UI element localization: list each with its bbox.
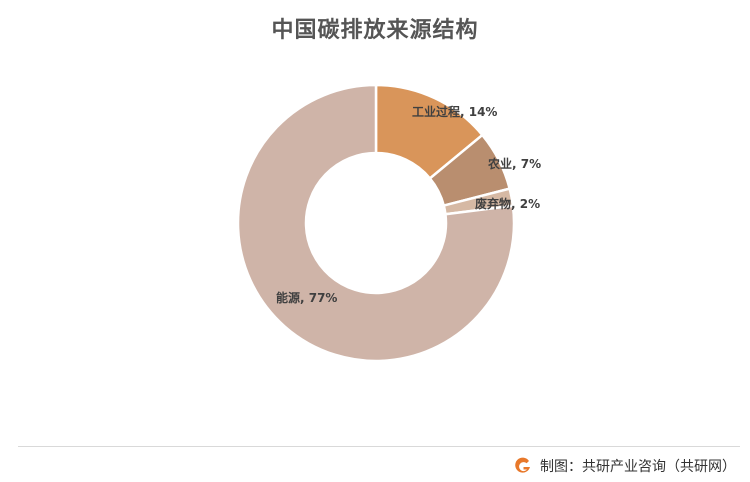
footer-divider	[18, 446, 740, 447]
slice-3	[236, 83, 516, 363]
chart-title: 中国碳排放来源结构	[271, 18, 479, 43]
slice-label-0: 工业过程, 14%	[412, 104, 497, 119]
slice-label-1: 农业, 7%	[487, 156, 541, 171]
slice-label-3: 能源, 77%	[276, 290, 337, 305]
g-logo-icon	[515, 457, 530, 473]
donut-chart: 工业过程, 14% 农业, 7% 废弃物, 2% 能源, 77%	[236, 83, 541, 363]
footer: 制图：共研产业咨询（共研网）	[514, 455, 736, 477]
slice-label-2: 废弃物, 2%	[475, 196, 540, 211]
footer-credit: 制图：共研产业咨询（共研网）	[540, 459, 736, 475]
